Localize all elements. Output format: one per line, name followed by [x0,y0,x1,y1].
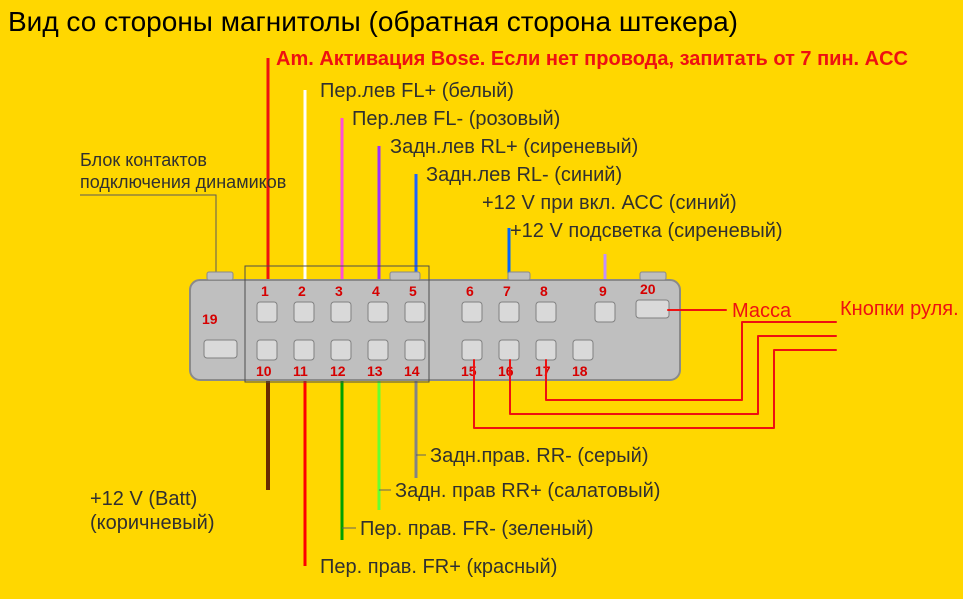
label-batt1: +12 V (Batt) [90,488,197,511]
svg-text:1: 1 [261,283,269,299]
svg-text:10: 10 [256,363,272,379]
diagram-stage: Вид со стороны магнитолы (обратная сторо… [0,0,963,599]
svg-text:7: 7 [503,283,511,299]
pin-11 [294,340,314,360]
svg-text:16: 16 [498,363,514,379]
label-batt2: (коричневый) [90,512,214,535]
pin-8 [536,302,556,322]
pin-15 [462,340,482,360]
label-fl+: Пер.лев FL+ (белый) [320,80,514,103]
label-illum: +12 V подсветка (сиреневый) [510,220,783,243]
pin-14 [405,340,425,360]
pin-1 [257,302,277,322]
pin-6 [462,302,482,322]
pin-7 [499,302,519,322]
label-rr+: Задн. прав RR+ (салатовый) [395,480,660,503]
svg-text:8: 8 [540,283,548,299]
label-fr-: Пер. прав. FR- (зеленый) [360,518,594,541]
svg-text:2: 2 [298,283,306,299]
label-speaker-note2: подключения динамиков [80,172,286,193]
label-speaker-note1: Блок контактов [80,150,207,171]
pin-2 [294,302,314,322]
svg-text:13: 13 [367,363,383,379]
label-fr+: Пер. прав. FR+ (красный) [320,556,557,579]
pin-18 [573,340,593,360]
svg-text:4: 4 [372,283,380,299]
label-rl+: Задн.лев RL+ (сиреневый) [390,136,638,159]
svg-text:18: 18 [572,363,588,379]
label-mass: Масса [732,300,791,323]
pin-3 [331,302,351,322]
svg-text:3: 3 [335,283,343,299]
label-am-bose: Am. Активация Bose. Если нет провода, за… [276,48,908,71]
label-acc: +12 V при вкл. АСС (синий) [482,192,737,215]
label-swc: Кнопки руля. [840,298,959,321]
pin-4 [368,302,388,322]
pin-9 [595,302,615,322]
pin-10 [257,340,277,360]
pin-17 [536,340,556,360]
label-fl-: Пер.лев FL- (розовый) [352,108,560,131]
svg-text:19: 19 [202,311,218,327]
pin-13 [368,340,388,360]
label-rr-: Задн.прав. RR- (серый) [430,445,649,468]
pin-12 [331,340,351,360]
pin-5 [405,302,425,322]
svg-text:14: 14 [404,363,420,379]
svg-text:6: 6 [466,283,474,299]
svg-text:5: 5 [409,283,417,299]
label-rl-: Задн.лев RL- (синий) [426,164,622,187]
svg-text:20: 20 [640,281,656,297]
svg-text:17: 17 [535,363,551,379]
pin-16 [499,340,519,360]
svg-text:11: 11 [293,363,308,379]
svg-text:9: 9 [599,283,607,299]
svg-text:12: 12 [330,363,346,379]
